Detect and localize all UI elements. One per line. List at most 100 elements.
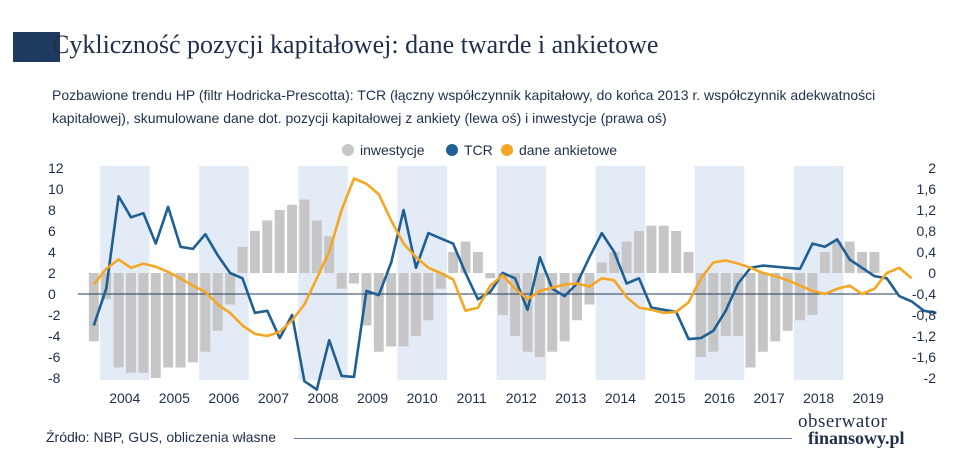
investment-bar (720, 273, 731, 336)
left-tick-label: -6 (48, 349, 61, 365)
investment-bar (770, 273, 781, 342)
investment-bar (695, 273, 706, 357)
investment-bar (212, 273, 223, 331)
investment-bar (745, 273, 756, 368)
x-tick-label: 2015 (654, 390, 685, 406)
x-tick-label: 2006 (208, 390, 239, 406)
investment-bar (336, 273, 347, 289)
investment-bar (88, 273, 99, 342)
left-tick-label: -8 (48, 370, 61, 386)
legend-marker (501, 144, 513, 156)
investment-bar (596, 262, 607, 273)
investment-bar (423, 273, 434, 321)
investment-bar (708, 273, 719, 352)
investment-bar (534, 273, 545, 357)
x-tick-label: 2012 (506, 390, 537, 406)
investment-bar (683, 252, 694, 273)
investment-bar (671, 231, 682, 273)
investment-bar (386, 273, 397, 347)
legend-marker (342, 144, 354, 156)
right-tick-label: 0,4 (917, 244, 937, 260)
x-tick-label: 2005 (159, 390, 190, 406)
right-tick-label: -2 (924, 370, 937, 386)
investment-bar (299, 199, 310, 273)
x-tick-label: 2016 (704, 390, 735, 406)
x-tick-label: 2018 (803, 390, 834, 406)
investment-bar (795, 273, 806, 321)
investment-bar (274, 210, 285, 273)
right-tick-label: 1,6 (917, 181, 937, 197)
investment-bar (113, 273, 124, 368)
investment-bar (547, 273, 558, 352)
chart-title: Cykliczność pozycji kapitałowej: dane tw… (52, 30, 659, 59)
left-tick-label: -2 (48, 307, 61, 323)
year-bands (100, 166, 844, 380)
legend: inwestycje TCR dane ankietowe (342, 142, 617, 158)
right-tick-label: -0,8 (912, 307, 936, 323)
right-tick-label: -1,6 (912, 349, 936, 365)
legend-label: TCR (464, 142, 493, 158)
investment-bar (634, 231, 644, 273)
left-tick-label: 0 (48, 286, 56, 302)
investment-bar (262, 220, 273, 273)
tcr-line (92, 195, 937, 391)
investment-bar (150, 273, 161, 378)
source-divider (294, 438, 792, 439)
investment-bar (559, 273, 570, 342)
series-lines (92, 177, 937, 391)
investment-bar (311, 220, 322, 273)
investment-bar (609, 252, 620, 273)
logo-line-2: finansowy.pl (808, 428, 905, 448)
investment-bar (646, 225, 657, 273)
legend-label: dane ankietowe (519, 142, 617, 158)
right-tick-label: 0 (928, 265, 936, 281)
investment-bar (472, 252, 483, 273)
investment-bar (832, 241, 843, 273)
investment-bar (126, 273, 136, 373)
investment-bar (448, 252, 459, 273)
investment-bar (249, 231, 260, 273)
investment-bar (411, 273, 421, 336)
investment-bar (510, 273, 521, 336)
x-tick-label: 2009 (357, 390, 388, 406)
right-tick-label: -1,2 (912, 328, 936, 344)
x-axis: 2004 2005 2006 2007 2008 2009 2010 2011 2012 2013… (109, 390, 884, 406)
investment-bar (398, 273, 409, 347)
x-tick-label: 2017 (754, 390, 785, 406)
x-tick-label: 2007 (258, 390, 289, 406)
logo: obserwator finansowy.pl (798, 411, 905, 448)
legend-label: inwestycje (360, 142, 425, 158)
right-tick-label: 1,2 (917, 202, 937, 218)
x-tick-label: 2011 (457, 390, 487, 406)
investment-bar (373, 273, 384, 352)
investment-bar (782, 273, 793, 331)
right-tick-label: 0,8 (917, 223, 937, 239)
x-tick-label: 2013 (555, 390, 586, 406)
investment-bar (658, 225, 669, 273)
right-tick-label: 2 (928, 160, 936, 176)
investment-bar (287, 204, 298, 273)
investment-bar (522, 273, 533, 352)
survey-line (92, 177, 913, 338)
chart-subtitle: Pozbawione trendu HP (filtr Hodricka-Pre… (52, 87, 876, 126)
investment-bar (237, 246, 248, 273)
left-axis: 12 10 8 6 4 2 0 -2 -4 -6 -8 (48, 160, 64, 386)
x-tick-label: 2014 (605, 390, 636, 406)
left-tick-label: 8 (48, 202, 56, 218)
investment-bar (733, 273, 744, 336)
investment-bar (175, 273, 186, 368)
investment-bar (857, 252, 867, 273)
legend-marker (446, 144, 458, 156)
logo-line-1: obserwator (798, 411, 888, 432)
x-tick-label: 2008 (307, 390, 338, 406)
investment-bar (584, 273, 595, 305)
left-tick-label: 4 (48, 244, 56, 260)
investment-bar (435, 273, 446, 289)
right-tick-label: -0,4 (912, 286, 936, 302)
left-tick-label: -4 (48, 328, 61, 344)
investment-bar (572, 273, 582, 321)
left-tick-label: 12 (48, 160, 64, 176)
investment-bar (819, 252, 830, 273)
investment-bar (163, 273, 174, 368)
